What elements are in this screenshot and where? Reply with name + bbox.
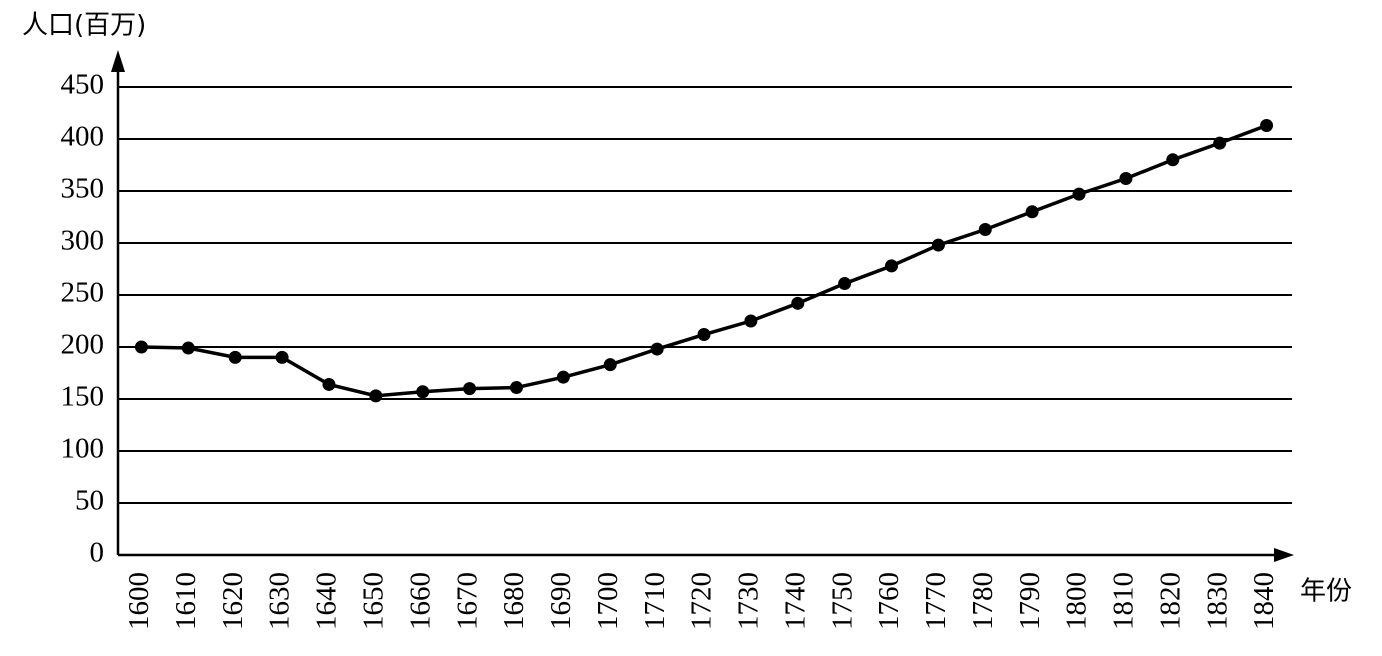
- x-tick-label: 1800: [1061, 572, 1093, 630]
- y-tick-label: 400: [61, 121, 105, 153]
- data-point: [556, 370, 570, 384]
- x-tick-label: 1760: [873, 572, 905, 630]
- data-point: [509, 381, 523, 395]
- x-tick-label: 1680: [498, 572, 530, 630]
- x-tick-label: 1670: [451, 572, 483, 630]
- data-point: [1072, 187, 1086, 201]
- x-tick-label: 1700: [592, 572, 624, 630]
- data-point: [1119, 172, 1133, 186]
- x-tick-label: 1730: [733, 572, 765, 630]
- x-tick-label: 1830: [1201, 572, 1233, 630]
- data-point: [1166, 153, 1180, 167]
- x-axis-arrow: [1274, 548, 1294, 562]
- data-line: [141, 123, 1268, 398]
- data-point: [1260, 118, 1274, 132]
- x-tick-label: 1720: [686, 572, 718, 630]
- x-tick-label: 1640: [311, 572, 343, 630]
- data-point: [1213, 136, 1227, 150]
- x-tick-label: 1740: [779, 572, 811, 630]
- data-point: [603, 358, 617, 372]
- y-tick-label: 250: [61, 277, 105, 309]
- data-point: [931, 238, 945, 252]
- x-tick-label: 1690: [545, 572, 577, 630]
- data-point: [228, 350, 242, 364]
- x-tick-label: 1770: [920, 572, 952, 630]
- x-tick-label: 1810: [1108, 572, 1140, 630]
- x-tick-label: 1790: [1014, 572, 1046, 630]
- x-tick-label: 1660: [404, 572, 436, 630]
- y-tick-label: 200: [61, 329, 105, 361]
- data-point: [181, 341, 195, 355]
- x-tick-label: 1630: [264, 572, 296, 630]
- y-tick-label: 100: [61, 433, 105, 465]
- x-axis-label: 年份: [1300, 577, 1352, 607]
- y-tick-label: 0: [90, 537, 105, 569]
- data-point: [369, 389, 383, 403]
- data-point: [650, 342, 664, 356]
- y-tick-label: 450: [61, 69, 105, 101]
- x-tick-label: 1750: [826, 572, 858, 630]
- x-tick-label: 1840: [1248, 572, 1280, 630]
- x-tick-label: 1610: [170, 572, 202, 630]
- y-tick-label: 350: [61, 173, 105, 205]
- y-tick-label: 300: [61, 225, 105, 257]
- data-point: [1025, 205, 1039, 219]
- x-tick-label: 1650: [357, 572, 389, 630]
- y-tick-label: 50: [75, 485, 104, 517]
- data-point: [322, 377, 336, 391]
- x-tick-label: 1820: [1154, 572, 1186, 630]
- data-point: [134, 340, 148, 354]
- data-point: [838, 277, 852, 291]
- y-axis-arrow: [111, 50, 125, 72]
- x-tick-label: 1780: [967, 572, 999, 630]
- data-point: [791, 296, 805, 310]
- x-tick-label: 1710: [639, 572, 671, 630]
- data-point: [275, 350, 289, 364]
- data-point: [744, 314, 758, 328]
- y-tick-label: 150: [61, 381, 105, 413]
- data-point: [885, 259, 899, 273]
- x-tick-label: 1600: [123, 572, 155, 630]
- data-point: [416, 385, 430, 399]
- data-point: [978, 222, 992, 236]
- y-axis-label: 人口(百万): [22, 11, 146, 41]
- x-tick-label: 1620: [217, 572, 249, 630]
- data-point: [463, 382, 477, 396]
- data-point: [697, 328, 711, 342]
